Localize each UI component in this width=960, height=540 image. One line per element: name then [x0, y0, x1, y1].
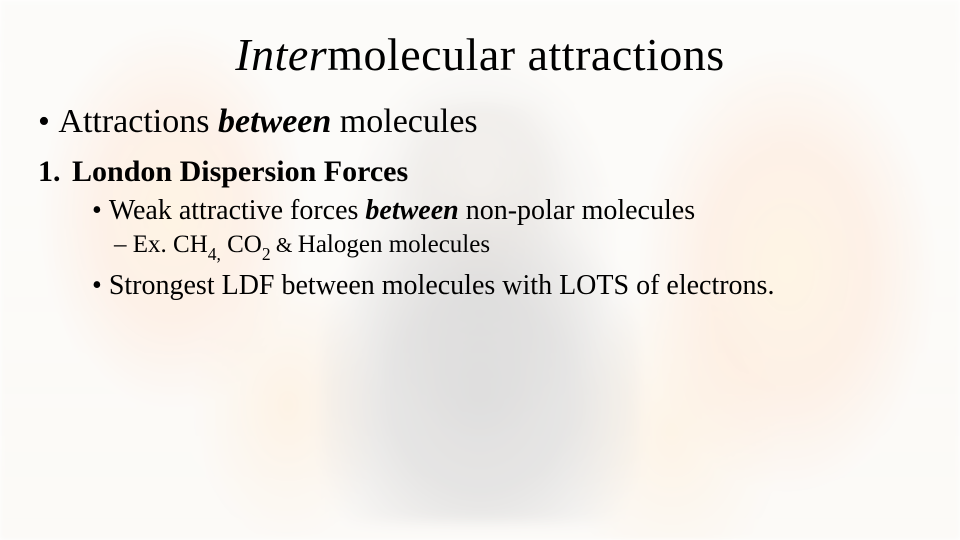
dash-level3: – Ex. CH4, CO2 & Halogen molecules [132, 231, 932, 263]
bullet-level2-a: • Weak attractive forces between non-pol… [110, 195, 932, 227]
bullet2-em: between [365, 195, 458, 226]
bullet1-em: between [218, 103, 331, 140]
slide-content: Intermolecular attractions • Attractions… [0, 0, 960, 303]
dash-amp: & [271, 233, 298, 257]
bullet2-pre: Weak attractive forces [109, 195, 366, 226]
bullet3-text: Strongest LDF between molecules with LOT… [109, 270, 775, 301]
number-marker: 1. [38, 155, 72, 189]
dash-lead: – Ex. CH [114, 231, 208, 258]
dash-tail: Halogen molecules [298, 231, 490, 258]
numbered-level1: 1.London Dispersion Forces [38, 155, 932, 189]
dash-sub2: 2 [262, 244, 271, 264]
bullet-level1: • Attractions between molecules [38, 103, 932, 141]
numbered-text: London Dispersion Forces [72, 155, 408, 188]
dash-mid: CO [221, 231, 262, 258]
bullet2-post: non-polar molecules [459, 195, 695, 226]
bullet1-post: molecules [331, 103, 477, 140]
title-prefix: Inter [235, 29, 327, 80]
slide-title: Intermolecular attractions [28, 28, 932, 81]
title-rest: molecular attractions [327, 29, 725, 80]
dash-sub1: 4, [208, 244, 221, 264]
bullet1-pre: Attractions [58, 103, 218, 140]
bullet-level2-b: • Strongest LDF between molecules with L… [110, 269, 930, 303]
